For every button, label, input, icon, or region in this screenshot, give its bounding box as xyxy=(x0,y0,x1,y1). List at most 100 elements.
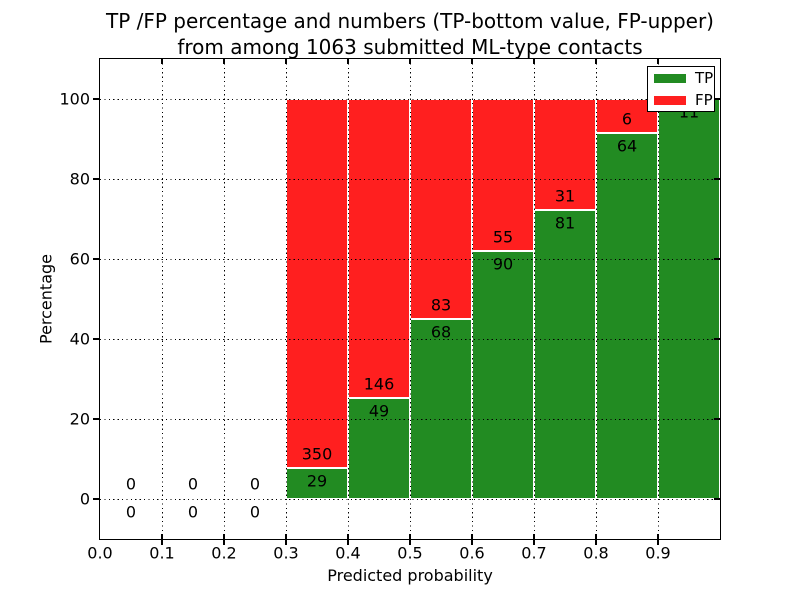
gridline-vertical xyxy=(347,59,349,539)
tp-count-label: 0 xyxy=(125,502,137,522)
bar-segment-fp xyxy=(348,99,410,399)
y-tick-label: 20 xyxy=(69,409,90,429)
gridline-vertical xyxy=(657,59,659,539)
x-tick-mark-bottom xyxy=(471,534,473,545)
x-tick-mark-top xyxy=(409,59,411,64)
y-axis-label: Percentage xyxy=(36,253,56,345)
gridline-horizontal xyxy=(100,98,720,100)
x-tick-label: 0.8 xyxy=(583,543,609,563)
x-tick-label: 0.3 xyxy=(273,543,299,563)
fp-count-label: 31 xyxy=(554,186,576,206)
gridline-horizontal xyxy=(100,178,720,180)
x-tick-mark-top xyxy=(657,59,659,64)
y-tick-mark-left xyxy=(92,258,100,260)
tp-count-label: 0 xyxy=(187,502,199,522)
fp-count-label: 55 xyxy=(492,227,514,247)
x-tick-mark-top xyxy=(471,59,473,64)
gridline-horizontal xyxy=(100,258,720,260)
y-tick-mark-left xyxy=(92,98,100,100)
y-tick-label: 0 xyxy=(79,489,90,509)
tp-count-label: 81 xyxy=(554,213,576,233)
x-tick-mark-bottom xyxy=(595,534,597,545)
bar-segment-tp xyxy=(472,250,534,499)
tp-count-label: 64 xyxy=(616,136,638,156)
bar-segment-tp xyxy=(410,318,472,499)
y-tick-label: 80 xyxy=(69,169,90,189)
y-tick-mark-right xyxy=(714,338,720,340)
y-tick-mark-left xyxy=(92,178,100,180)
x-tick-label: 0.5 xyxy=(397,543,423,563)
fp-count-label: 0 xyxy=(249,474,261,494)
x-tick-mark-top xyxy=(285,59,287,64)
gridline-vertical xyxy=(223,59,225,539)
x-tick-label: 0.1 xyxy=(149,543,175,563)
tp-count-label: 68 xyxy=(430,322,452,342)
fp-count-label: 350 xyxy=(301,444,333,464)
legend-row-fp: FP xyxy=(648,89,714,111)
tp-legend-swatch xyxy=(654,73,686,83)
chart-title: TP /FP percentage and numbers (TP-bottom… xyxy=(100,8,720,60)
y-tick-label: 40 xyxy=(69,329,90,349)
chart-title-line1: TP /FP percentage and numbers (TP-bottom… xyxy=(106,9,714,33)
legend-row-tp: TP xyxy=(648,67,714,89)
gridline-horizontal xyxy=(100,498,720,500)
gridline-horizontal xyxy=(100,338,720,340)
tp-count-label: 49 xyxy=(368,401,390,421)
gridline-vertical xyxy=(471,59,473,539)
bar-segment-tp xyxy=(596,133,658,499)
fp-count-label: 0 xyxy=(187,474,199,494)
x-tick-label: 0.4 xyxy=(335,543,361,563)
x-tick-mark-bottom xyxy=(285,534,287,545)
y-tick-mark-left xyxy=(92,498,100,500)
x-tick-mark-top xyxy=(533,59,535,64)
x-tick-mark-bottom xyxy=(409,534,411,545)
fp-count-label: 146 xyxy=(363,374,395,394)
y-tick-mark-right xyxy=(714,258,720,260)
x-tick-mark-top xyxy=(347,59,349,64)
x-tick-label: 0.9 xyxy=(645,543,671,563)
y-tick-mark-right xyxy=(714,178,720,180)
tp-count-label: 90 xyxy=(492,254,514,274)
x-tick-label: 0.2 xyxy=(211,543,237,563)
y-tick-mark-right xyxy=(714,498,720,500)
x-tick-mark-bottom xyxy=(161,534,163,545)
tp-count-label: 0 xyxy=(249,502,261,522)
gridline-horizontal xyxy=(100,418,720,420)
x-tick-mark-top xyxy=(223,59,225,64)
gridline-vertical xyxy=(285,59,287,539)
y-tick-mark-right xyxy=(714,98,720,100)
bar-segment-fp xyxy=(410,99,472,319)
gridline-vertical xyxy=(533,59,535,539)
y-tick-mark-left xyxy=(92,338,100,340)
fp-legend-swatch xyxy=(654,95,686,105)
x-tick-mark-bottom xyxy=(223,534,225,545)
legend: TP FP xyxy=(647,66,715,112)
y-tick-label: 100 xyxy=(59,89,90,109)
fp-count-label: 6 xyxy=(621,109,633,129)
bar-segment-tp xyxy=(348,398,410,499)
x-axis-label: Predicted probability xyxy=(327,566,493,585)
x-tick-label: 0.7 xyxy=(521,543,547,563)
y-tick-label: 60 xyxy=(69,249,90,269)
bar-segment-fp xyxy=(286,99,348,469)
fp-count-label: 83 xyxy=(430,295,452,315)
chart-title-line2: from among 1063 submitted ML-type contac… xyxy=(177,35,643,59)
bar-segment-fp xyxy=(472,99,534,251)
gridline-vertical xyxy=(409,59,411,539)
x-tick-mark-bottom xyxy=(347,534,349,545)
x-tick-label: 0.6 xyxy=(459,543,485,563)
x-tick-label: 0.0 xyxy=(87,543,113,563)
tp-count-label: 29 xyxy=(306,471,328,491)
gridline-vertical xyxy=(161,59,163,539)
bar-segment-tp xyxy=(658,99,720,499)
x-tick-mark-bottom xyxy=(533,534,535,545)
x-tick-mark-top xyxy=(595,59,597,64)
fp-count-label: 0 xyxy=(125,474,137,494)
fp-legend-label: FP xyxy=(695,90,713,109)
tp-legend-label: TP xyxy=(695,68,714,87)
bar-segment-tp xyxy=(534,209,596,499)
x-tick-mark-top xyxy=(161,59,163,64)
gridline-vertical xyxy=(595,59,597,539)
x-tick-mark-bottom xyxy=(657,534,659,545)
